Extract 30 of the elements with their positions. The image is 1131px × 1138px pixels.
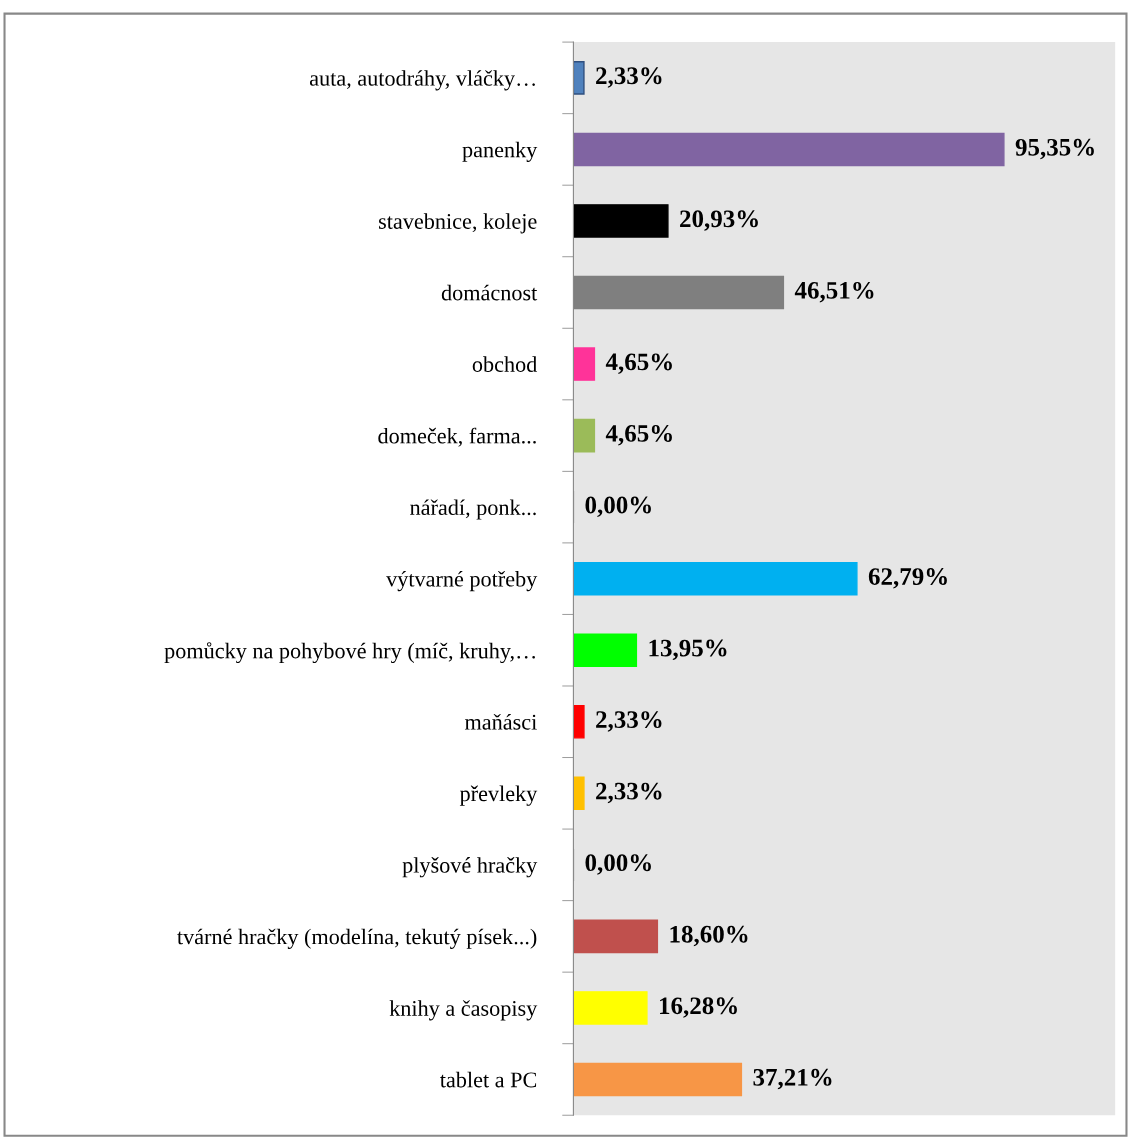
data-label: 4,65% <box>605 424 672 446</box>
y-tick-label: knihy a časopisy <box>389 1000 538 1021</box>
y-tick-label: domácnost <box>441 284 538 301</box>
data-label: 62,79% <box>868 568 947 589</box>
y-tick-label: domeček, farma... <box>378 427 536 447</box>
y-tick-label: plyšové hračky <box>402 857 538 878</box>
data-label: 4,65% <box>605 353 672 374</box>
data-label: 37,21% <box>753 1068 832 1090</box>
y-tick-label: převleky <box>459 785 538 806</box>
y-tick-label: pomůcky na pohybové hry (míč, kruhy,… <box>164 642 535 664</box>
data-label: 0,00% <box>585 496 651 518</box>
y-tick-label: maňásci <box>464 714 537 730</box>
data-label: 16,28% <box>660 997 737 1018</box>
y-tick-label: auta, autodráhy, vláčky… <box>309 70 535 91</box>
data-label: 95,35% <box>1015 138 1094 160</box>
data-label: 0,00% <box>585 854 651 875</box>
y-tick-label: tablet a PC <box>440 1071 537 1088</box>
y-tick-label: tvárné hračky (modelína, tekutý písek...) <box>177 928 537 949</box>
data-label: 2,33% <box>596 782 662 804</box>
data-label: 18,60% <box>670 925 748 947</box>
data-label: 2,33% <box>596 711 662 732</box>
data-label: 2,33% <box>596 67 662 88</box>
y-tick-label: obchod <box>472 356 538 372</box>
data-label: 13,95% <box>649 639 727 661</box>
data-label: 20,93% <box>680 210 758 231</box>
y-tick-label: výtvarné potřeby <box>386 570 538 592</box>
data-label: 46,51% <box>794 281 874 303</box>
y-tick-label: nářadí, ponk... <box>410 499 536 520</box>
y-tick-label: panenky <box>462 141 538 162</box>
y-tick-label: stavebnice, koleje <box>379 213 537 234</box>
